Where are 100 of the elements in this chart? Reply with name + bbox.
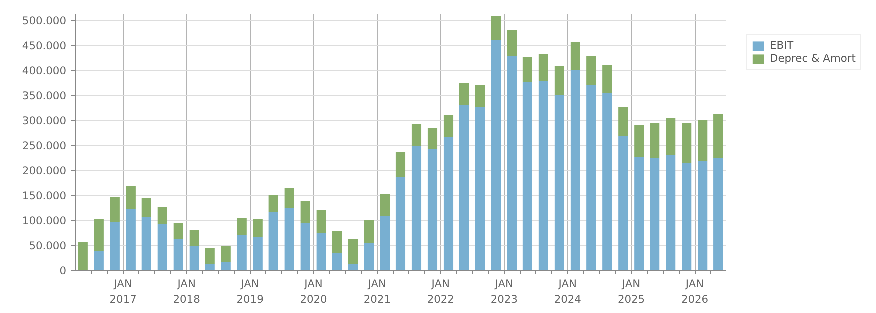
bar	[714, 114, 724, 158]
bar	[538, 81, 548, 270]
bar	[78, 242, 88, 270]
bar	[110, 197, 120, 222]
bar	[666, 118, 676, 155]
bar	[205, 248, 215, 264]
bar	[634, 125, 644, 157]
bar	[650, 123, 660, 158]
bar	[205, 264, 215, 270]
legend-label: Deprec & Amort	[770, 52, 856, 65]
bar	[332, 254, 342, 270]
x-tick-label: JAN 2018	[173, 278, 201, 306]
x-tick-label: JAN 2026	[681, 278, 709, 306]
bar	[316, 233, 326, 270]
x-tick-label: JAN 2022	[427, 278, 454, 306]
bar	[94, 220, 104, 252]
y-tick-label: 350.000	[22, 90, 67, 102]
bar	[602, 94, 612, 270]
y-tick-label: 300.000	[22, 114, 67, 128]
bar	[698, 120, 708, 162]
bar	[491, 40, 502, 270]
bar	[475, 85, 486, 107]
bar	[522, 57, 532, 82]
bar	[396, 152, 406, 178]
bar	[459, 83, 470, 105]
bar	[538, 54, 548, 81]
bar	[682, 123, 692, 164]
bar	[507, 56, 518, 270]
x-tick-label: JAN 2023	[490, 278, 518, 306]
bar	[698, 162, 708, 270]
bar	[190, 246, 200, 270]
y-tick-label: 0	[60, 264, 67, 278]
bar	[348, 239, 358, 264]
bar	[284, 208, 294, 270]
x-tick-label: JAN 2019	[236, 278, 264, 306]
y-tick-label: 250.000	[22, 140, 67, 152]
y-tick-label: 400.000	[22, 64, 67, 78]
bar	[190, 230, 200, 246]
bar	[300, 201, 310, 224]
bar	[507, 30, 518, 56]
bar	[428, 150, 438, 270]
x-tick-label: JAN 2020	[300, 278, 328, 306]
bar	[332, 231, 342, 254]
bar	[444, 138, 454, 270]
bar	[714, 158, 724, 270]
bar	[126, 186, 136, 209]
bar	[268, 195, 278, 212]
x-tick-label: JAN 2025	[618, 278, 646, 306]
bar	[174, 240, 184, 270]
bar	[364, 243, 374, 270]
bar	[94, 252, 104, 270]
bar	[491, 16, 502, 40]
bar	[253, 237, 263, 270]
bar	[586, 56, 596, 85]
bar	[221, 246, 231, 262]
bar	[570, 42, 580, 70]
y-tick-label: 450.000	[22, 40, 67, 52]
y-tick-label: 150.000	[22, 190, 67, 202]
bar	[158, 207, 168, 224]
bar	[348, 264, 358, 270]
bar	[428, 128, 438, 150]
bar	[412, 146, 422, 270]
bar	[554, 66, 564, 95]
y-tick-label: 500.000	[22, 14, 67, 28]
bar	[174, 223, 184, 240]
bar	[253, 220, 263, 237]
bar	[602, 66, 612, 94]
x-tick-label: JAN 2021	[364, 278, 391, 306]
bar	[221, 262, 231, 270]
bar	[570, 70, 580, 270]
bar	[268, 212, 278, 270]
bar	[650, 158, 660, 270]
bar	[237, 235, 247, 270]
bar	[142, 218, 152, 270]
bar	[682, 164, 692, 270]
bar	[412, 124, 422, 146]
bar	[522, 82, 532, 270]
bar	[380, 194, 390, 216]
bar	[237, 218, 247, 235]
bar	[364, 220, 374, 243]
bar	[618, 108, 628, 136]
bar	[158, 224, 168, 270]
bar	[142, 198, 152, 218]
bar	[475, 107, 486, 270]
x-tick-label: JAN 2017	[110, 278, 137, 306]
legend-label: EBIT	[770, 39, 794, 52]
bar	[396, 178, 406, 270]
bar	[554, 95, 564, 270]
bar	[444, 116, 454, 138]
bar	[300, 224, 310, 270]
bar	[126, 209, 136, 270]
y-tick-label: 100.000	[22, 214, 67, 228]
x-tick-label: JAN 2024	[554, 278, 582, 306]
bar	[459, 105, 470, 270]
bar	[618, 136, 628, 270]
y-tick-label: 50.000	[29, 240, 67, 252]
bar	[110, 222, 120, 270]
bar	[284, 188, 294, 208]
y-tick-label: 200.000	[22, 164, 67, 178]
bar	[380, 216, 390, 270]
